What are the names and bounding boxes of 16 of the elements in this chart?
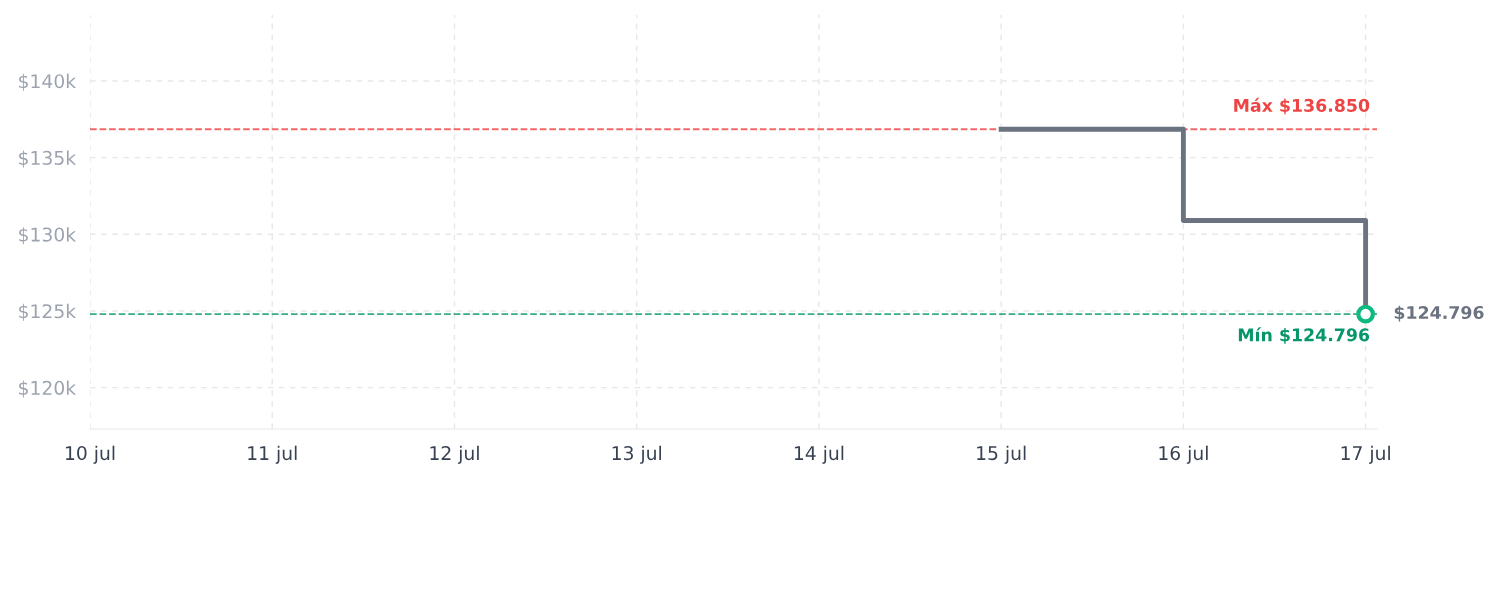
annotation: $124.796 <box>1394 305 1484 322</box>
x-tick-label: 11 jul <box>248 445 297 464</box>
y-tick-label: $130k <box>19 227 77 245</box>
y-tick-label: $140k <box>19 73 77 91</box>
ref-line-label: Máx $136.850 <box>1234 97 1370 115</box>
x-tick-label: 14 jul <box>794 445 844 464</box>
x-tick-label: 10 jul <box>66 445 115 464</box>
x-tick-label: 17 jul <box>1341 445 1390 464</box>
x-tick-label: 15 jul <box>977 445 1026 464</box>
x-tick-label: 13 jul <box>612 445 661 464</box>
y-tick-label: $135k <box>19 150 77 168</box>
y-tick-label: $120k <box>19 380 77 398</box>
ref-line-label: Mín $124.796 <box>1238 327 1370 344</box>
x-tick-label: 12 jul <box>430 445 479 464</box>
x-tick-label: 16 jul <box>1159 445 1208 464</box>
y-tick-label: $125k <box>19 303 77 321</box>
